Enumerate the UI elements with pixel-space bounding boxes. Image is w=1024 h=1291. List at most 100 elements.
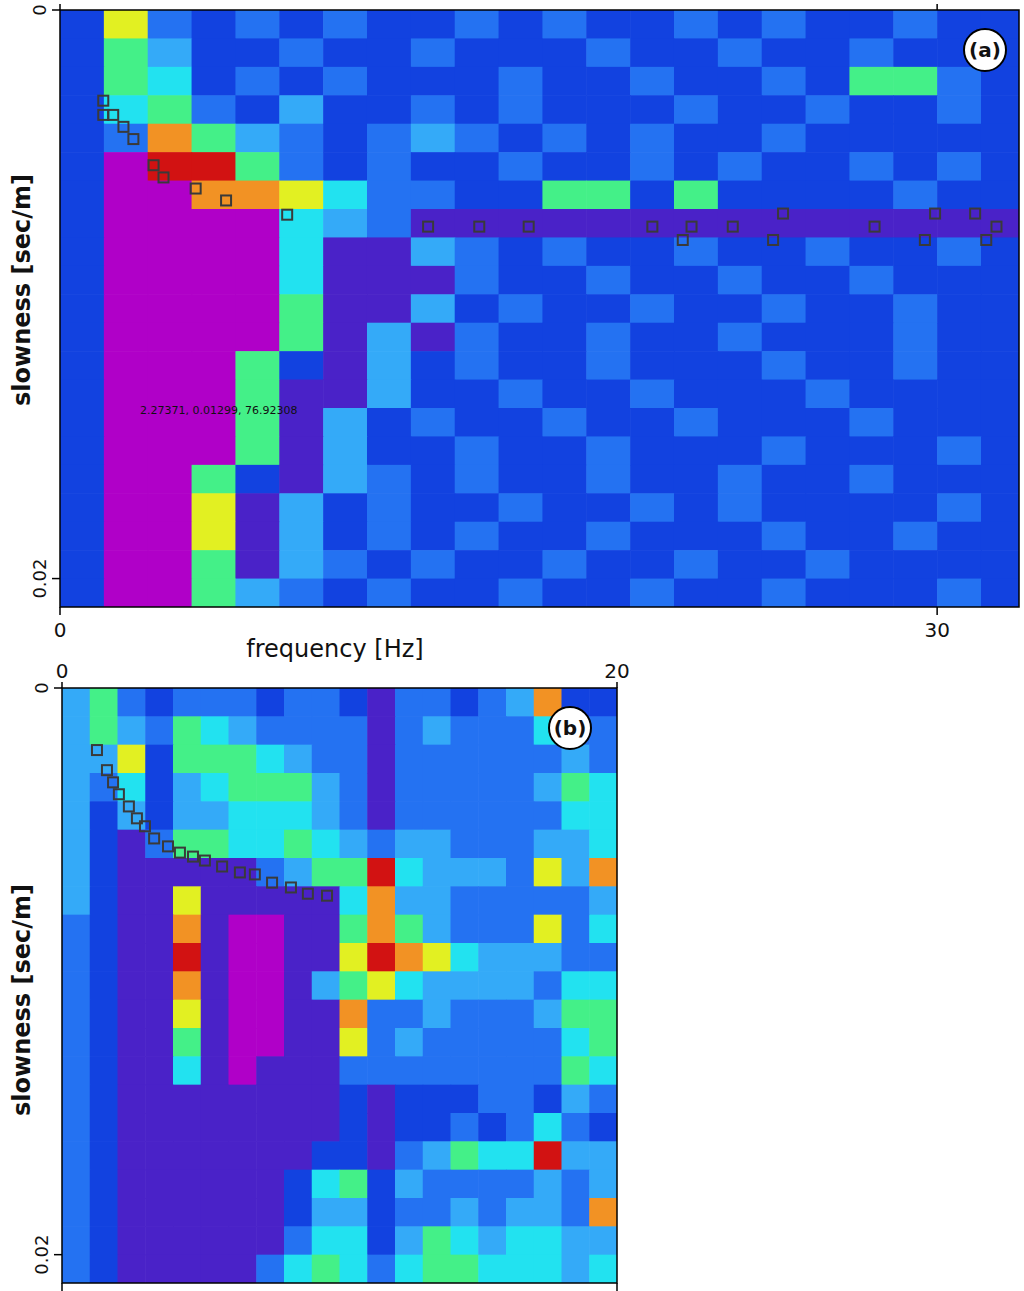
heat-cell (674, 124, 718, 153)
heat-cell (90, 801, 118, 830)
heat-cell (411, 124, 455, 153)
heat-cell (118, 1170, 146, 1199)
heat-cell (312, 1113, 340, 1142)
heat-cell (674, 550, 718, 579)
heat-cell (367, 1226, 395, 1255)
heat-cell (395, 1198, 423, 1227)
heat-cell (423, 943, 451, 972)
heat-cell (323, 351, 367, 380)
heat-cell (411, 493, 455, 522)
heat-cell (806, 579, 850, 607)
heat-cell (630, 38, 674, 67)
heat-cell (367, 209, 411, 238)
heat-cell (499, 10, 543, 39)
heat-cell (562, 858, 590, 887)
heat-cell (589, 1141, 617, 1170)
heat-cell (589, 688, 617, 717)
heat-cell (395, 915, 423, 944)
heat-cell (849, 408, 893, 437)
heat-cell (411, 550, 455, 579)
heat-cell (562, 1255, 590, 1283)
y-tick-label: 0.02 (31, 1235, 52, 1275)
heat-cell (173, 886, 201, 915)
heat-cell (312, 745, 340, 774)
heat-cell (718, 38, 762, 67)
heat-cell (145, 773, 173, 802)
heat-cell (586, 323, 630, 352)
heat-cell (630, 380, 674, 409)
heat-cell (367, 1000, 395, 1029)
heat-cell (849, 67, 893, 96)
heat-cell (201, 1113, 229, 1142)
heat-cell (256, 1255, 284, 1283)
pick-marker (175, 848, 185, 858)
heat-cell (562, 773, 590, 802)
heat-cell (367, 323, 411, 352)
x-tick (936, 607, 938, 615)
heat-cell (62, 1056, 90, 1085)
heat-cell (630, 493, 674, 522)
heat-cell (395, 1141, 423, 1170)
heat-cell (674, 522, 718, 551)
heat-cell (118, 1141, 146, 1170)
heat-cell (586, 181, 630, 210)
heat-cell (367, 294, 411, 323)
heat-cell (145, 971, 173, 1000)
heat-cell (279, 550, 323, 579)
heat-cell (312, 915, 340, 944)
heat-cell (235, 436, 279, 465)
heat-cell (455, 323, 499, 352)
heat-cell (367, 152, 411, 181)
heat-cell (981, 579, 1019, 607)
heat-cell (586, 152, 630, 181)
heat-cell (499, 124, 543, 153)
pick-marker (647, 222, 657, 232)
heat-cell (478, 773, 506, 802)
heat-cell (173, 971, 201, 1000)
heat-cell (284, 716, 312, 745)
heat-cell (279, 67, 323, 96)
heat-cell (806, 323, 850, 352)
heat-cell (104, 67, 148, 96)
heat-cell (451, 745, 479, 774)
heat-cell (90, 1141, 118, 1170)
heat-cell (323, 67, 367, 96)
heat-cell (148, 493, 192, 522)
heat-cell (235, 579, 279, 607)
heat-cell (718, 10, 762, 39)
heat-cell (229, 1028, 257, 1057)
heat-cell (478, 801, 506, 830)
heat-cell (340, 1113, 368, 1142)
heat-cell (586, 380, 630, 409)
heat-cell (229, 773, 257, 802)
heat-cell (630, 209, 674, 238)
heat-cell (90, 716, 118, 745)
x-tick-label: 30 (924, 618, 949, 642)
heat-cell (173, 716, 201, 745)
pick-marker (102, 765, 112, 775)
heat-cell (451, 1170, 479, 1199)
heat-cell (323, 181, 367, 210)
heat-cell (60, 465, 104, 494)
heat-cell (340, 688, 368, 717)
heat-cell (367, 436, 411, 465)
heat-cell (674, 579, 718, 607)
heat-cell (90, 1000, 118, 1029)
heat-cell (367, 95, 411, 124)
heat-cell (423, 1056, 451, 1085)
heat-cell (148, 465, 192, 494)
heat-cell (201, 830, 229, 859)
heat-cell (542, 522, 586, 551)
heat-cell (62, 745, 90, 774)
plot-area (60, 10, 1019, 607)
heat-cell (542, 380, 586, 409)
heat-cell (499, 493, 543, 522)
heat-cell (148, 152, 192, 181)
heat-cell (340, 943, 368, 972)
heat-cell (849, 38, 893, 67)
heat-cell (506, 886, 534, 915)
heat-cell (229, 716, 257, 745)
panel-badge (964, 29, 1006, 71)
heat-cell (90, 1113, 118, 1142)
heat-cell (395, 1085, 423, 1114)
